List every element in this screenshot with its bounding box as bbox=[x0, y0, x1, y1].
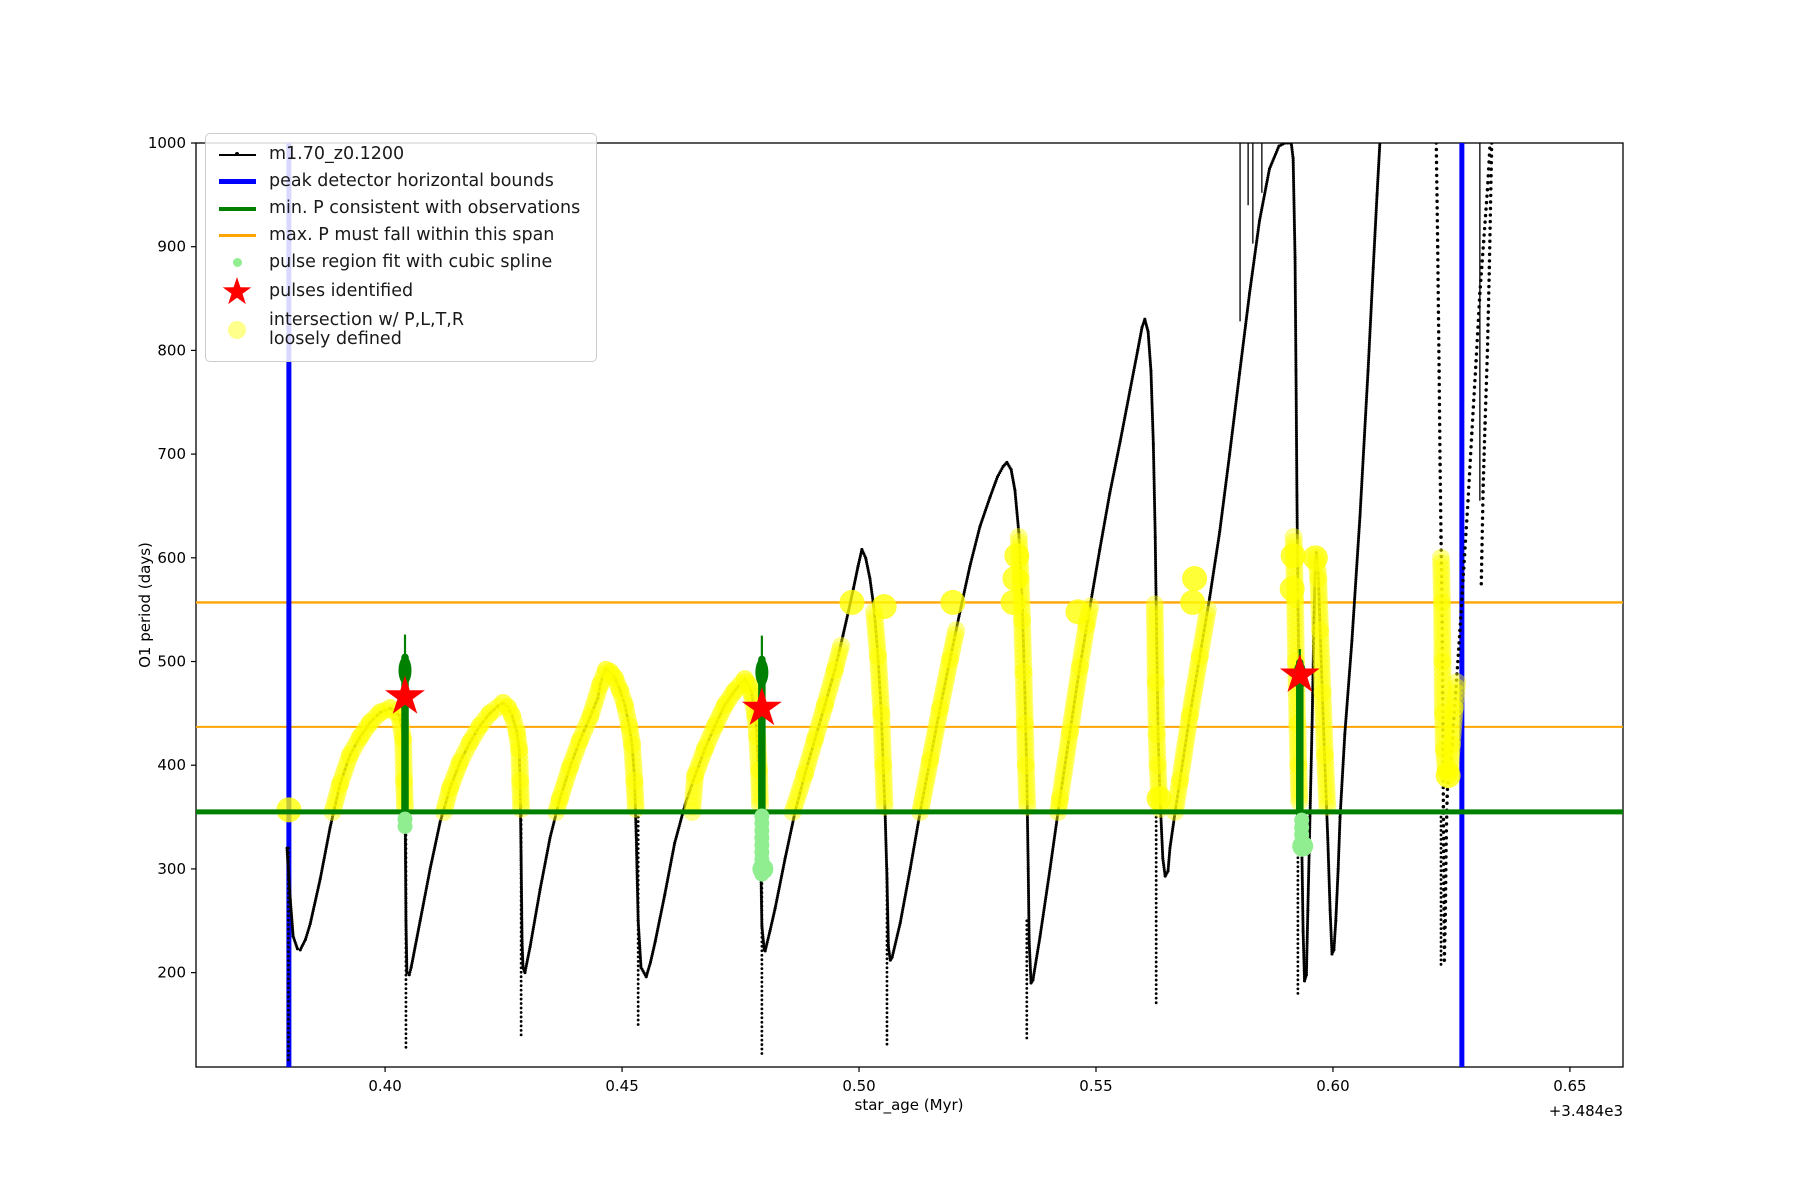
legend-label: intersection w/ P,L,T,R loosely defined bbox=[269, 309, 464, 349]
yellow-dot-icon bbox=[214, 321, 260, 339]
legend: m1.70_z0.1200 peak detector horizontal b… bbox=[205, 133, 597, 362]
green-line-icon bbox=[214, 206, 260, 211]
x-axis-label: star_age (Myr) bbox=[855, 1096, 964, 1115]
blue-line-icon bbox=[214, 179, 260, 184]
lightgreen-dot-icon bbox=[214, 258, 260, 267]
orange-line-icon bbox=[214, 234, 260, 237]
legend-item-pulses: pulses identified bbox=[214, 276, 586, 308]
x-axis-offset-text: +3.484e3 bbox=[1549, 1102, 1623, 1120]
axes-spines bbox=[195, 142, 1624, 1068]
legend-label: pulses identified bbox=[269, 281, 414, 302]
legend-label: peak detector horizontal bounds bbox=[269, 170, 554, 191]
y-axis-label: O1 period (days) bbox=[136, 542, 154, 668]
legend-item-intersection: intersection w/ P,L,T,R loosely defined bbox=[214, 308, 586, 352]
legend-label: m1.70_z0.1200 bbox=[269, 143, 405, 164]
intersection-markers bbox=[276, 528, 1467, 823]
pulse-region-bars bbox=[398, 634, 1307, 819]
track-line-icon bbox=[214, 152, 260, 156]
legend-label: max. P must fall within this span bbox=[269, 224, 555, 245]
track-scatter bbox=[285, 143, 1494, 1062]
pulse-star-markers bbox=[385, 654, 1320, 726]
red-star-icon bbox=[214, 276, 260, 308]
axis-ticks: 0.40 0.45 0.50 0.55 0.60 0.652003004005006007… bbox=[148, 134, 1587, 1095]
legend-label: pulse region fit with cubic spline bbox=[269, 251, 553, 272]
legend-item-spline: pulse region fit with cubic spline bbox=[214, 249, 586, 276]
legend-item-max-p: max. P must fall within this span bbox=[214, 222, 586, 249]
max-p-span-lines bbox=[196, 601, 1623, 728]
legend-item-min-p: min. P consistent with observations bbox=[214, 195, 586, 222]
legend-item-track: m1.70_z0.1200 bbox=[214, 141, 586, 168]
cubic-spline-fit-markers bbox=[397, 808, 1314, 882]
legend-label: min. P consistent with observations bbox=[269, 197, 581, 218]
legend-item-peak-bounds: peak detector horizontal bounds bbox=[214, 168, 586, 195]
